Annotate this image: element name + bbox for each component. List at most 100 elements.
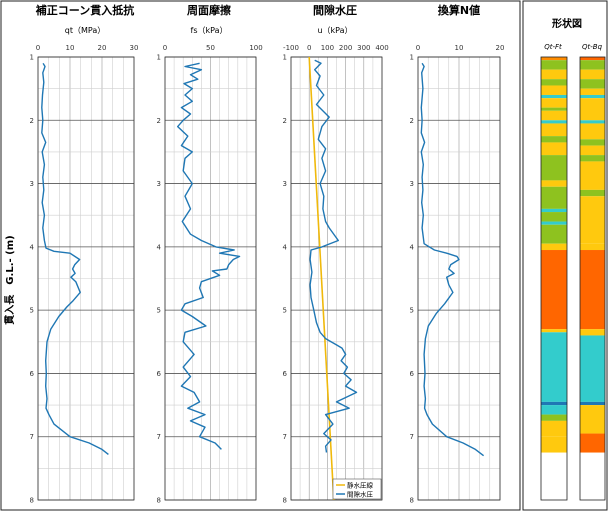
soil-band (541, 120, 567, 124)
panel-title-fs: 周面摩擦 (187, 3, 231, 17)
shape-col-label-2: Qt-Bq (582, 43, 603, 51)
soil-band (580, 69, 605, 80)
soil-band (580, 196, 605, 244)
soil-band (541, 155, 567, 181)
soil-band (541, 123, 567, 137)
y-tick-label: 3 (410, 180, 414, 188)
soil-band (541, 401, 567, 406)
frame-left-group (0, 0, 521, 511)
panel-u: 間隙水圧 u（kPa） (313, 3, 357, 35)
y-tick-label: 8 (30, 497, 34, 505)
frame-shape-group (522, 0, 608, 511)
soil-band (580, 433, 605, 453)
x-axis-label-fs: fs（kPa） (191, 26, 228, 35)
x-tick-label: 10 (66, 44, 75, 52)
shape-column-frame (579, 56, 606, 501)
soil-band (541, 212, 567, 222)
panel-qt: 補正コーン貫入抵抗 qt（MPa） (35, 3, 134, 35)
shape-col-label-1: Qt-Ft (544, 43, 562, 51)
soil-band (541, 420, 567, 437)
y-tick-label: 2 (157, 117, 161, 125)
plot-frame (290, 56, 383, 501)
y-tick-label: 5 (410, 307, 414, 315)
plot-area-0: 0 10 20 30 1 2 3 4 5 6 7 8 (30, 44, 139, 505)
soil-band (580, 405, 605, 434)
x-tick-label: 0 (163, 44, 167, 52)
series-line-1-0 (176, 62, 241, 450)
soil-band (580, 120, 605, 124)
soil-band (580, 243, 605, 251)
soil-band (580, 57, 605, 61)
soil-band (541, 329, 567, 333)
legend-label: 間隙水圧 (347, 490, 374, 499)
x-tick-label: 100 (249, 44, 262, 52)
soil-band (580, 401, 605, 406)
y-tick-label: 1 (283, 54, 287, 62)
plot-frame (417, 56, 501, 501)
soil-band (541, 180, 567, 187)
panel-title-qt: 補正コーン貫入抵抗 (35, 3, 134, 17)
y-axis-label: 貫入長 G.L.- (m) (3, 235, 16, 324)
y-tick-label: 8 (283, 497, 287, 505)
soil-band (541, 57, 567, 61)
soil-band (541, 186, 567, 209)
y-tick-label: 3 (30, 180, 34, 188)
y-tick-label: 7 (30, 433, 34, 441)
shape-title: 形状図 (552, 17, 582, 30)
x-tick-label: 0 (307, 44, 311, 52)
soil-band (541, 98, 567, 108)
x-tick-label: 0 (36, 44, 40, 52)
soil-band (541, 142, 567, 156)
soil-band (541, 85, 567, 95)
soil-band (580, 161, 605, 190)
series-line-3-0 (420, 62, 485, 457)
soil-band (580, 60, 605, 70)
soil-band (580, 335, 605, 402)
soil-band (541, 332, 567, 402)
y-tick-label: 6 (283, 370, 288, 378)
y-tick-label: 7 (157, 433, 161, 441)
soil-band (541, 414, 567, 421)
soil-band (580, 98, 605, 121)
series-line-2-0 (308, 56, 335, 501)
x-tick-label: 100 (321, 44, 334, 52)
legend-label: 静水圧線 (347, 481, 374, 490)
x-tick-label: 300 (357, 44, 370, 52)
x-tick-label: -100 (283, 44, 299, 52)
x-tick-label: 20 (496, 44, 505, 52)
soil-band (541, 69, 567, 80)
soil-band (541, 243, 567, 251)
y-tick-label: 2 (30, 117, 34, 125)
shape-group: 形状図 Qt-Ft Qt-Bq (544, 17, 602, 51)
shape-columns (540, 56, 606, 501)
panel-n: 換算N値 (438, 3, 480, 17)
plot-area-1: 0 50 100 1 2 3 4 5 6 7 8 (157, 44, 263, 505)
series-line-2-1 (309, 59, 358, 453)
y-tick-label: 1 (30, 54, 34, 62)
plot-area-3: 0 10 20 1 2 3 4 5 6 7 8 (410, 44, 505, 505)
y-tick-label: 3 (283, 180, 287, 188)
y-tick-label: 1 (157, 54, 161, 62)
soil-band (541, 79, 567, 86)
x-axis-label-u: u（kPa） (317, 26, 352, 35)
soil-band (580, 155, 605, 162)
y-tick-label: 3 (157, 180, 161, 188)
y-tick-label: 6 (410, 370, 415, 378)
y-tick-label: 4 (410, 243, 415, 251)
soil-band (541, 250, 567, 330)
y-tick-label: 6 (157, 370, 162, 378)
x-tick-label: 200 (339, 44, 352, 52)
soil-band (541, 136, 567, 143)
soil-band (580, 94, 605, 99)
y-tick-label: 8 (410, 497, 414, 505)
soil-band (580, 139, 605, 146)
y-tick-label: 5 (283, 307, 287, 315)
series-line-0-0 (41, 62, 109, 455)
soil-band (580, 189, 605, 197)
soil-band (580, 329, 605, 336)
soil-band (580, 123, 605, 140)
